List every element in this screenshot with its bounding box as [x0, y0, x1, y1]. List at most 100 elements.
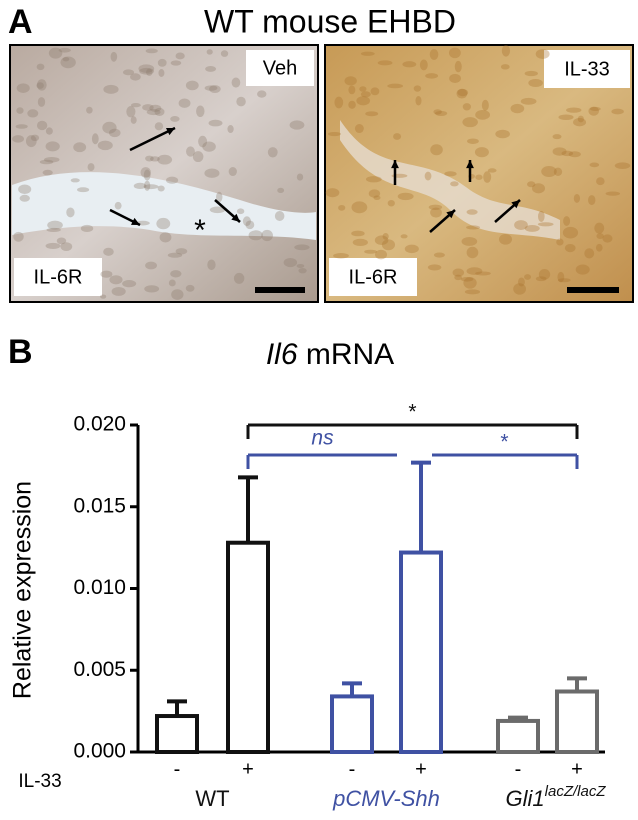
y-tick-label: 0.015	[73, 494, 126, 517]
cell	[557, 271, 565, 283]
cell	[294, 244, 310, 251]
cell	[202, 141, 216, 152]
cell	[73, 142, 87, 153]
cell	[170, 115, 180, 122]
cell	[133, 182, 147, 190]
arrow	[129, 126, 176, 152]
cell	[111, 286, 126, 296]
cell	[338, 204, 346, 211]
cell	[360, 91, 371, 98]
cell	[537, 222, 554, 227]
cell	[524, 225, 540, 232]
cell	[139, 67, 155, 75]
cell	[393, 133, 402, 140]
cell	[144, 285, 160, 293]
cell	[354, 124, 364, 134]
cell	[283, 257, 298, 268]
cell	[333, 253, 349, 259]
cell	[428, 204, 443, 210]
cell	[365, 176, 382, 183]
cell	[208, 119, 223, 127]
cell	[18, 184, 32, 195]
cell	[45, 242, 61, 249]
cell	[475, 110, 491, 120]
arrow-head	[231, 213, 240, 222]
cell	[36, 120, 48, 131]
arrow-head	[131, 217, 140, 225]
cell	[444, 171, 457, 177]
condition-label: Veh	[263, 57, 297, 79]
cell	[387, 83, 404, 89]
cell	[552, 134, 562, 140]
cell	[456, 88, 468, 99]
stain-label: IL-6R	[34, 266, 83, 288]
cell	[433, 109, 442, 115]
cell	[577, 115, 584, 123]
cell	[156, 217, 171, 230]
cell	[402, 61, 417, 68]
cell	[602, 234, 613, 243]
group-label: pCMV-Shh	[332, 786, 440, 811]
cell	[143, 169, 151, 181]
cell	[175, 52, 185, 60]
cell	[429, 49, 439, 60]
cell	[325, 188, 340, 198]
significance-label: ns	[311, 427, 334, 450]
cell	[566, 107, 582, 113]
cell	[557, 278, 571, 283]
x-tick-label: -	[515, 758, 522, 780]
cell	[377, 60, 393, 66]
cell	[370, 87, 380, 96]
cell	[36, 82, 44, 89]
x-tick-label: -	[349, 758, 356, 780]
cell	[36, 79, 47, 91]
cell	[419, 59, 428, 71]
cell	[464, 289, 481, 295]
cell	[327, 131, 341, 137]
micrographs: Veh IL-6R IL-33 IL-6R *	[9, 44, 634, 303]
cell	[573, 193, 581, 203]
cell	[498, 233, 513, 245]
cell	[524, 70, 538, 77]
cell	[381, 239, 396, 251]
x-tick-label: +	[571, 758, 583, 780]
cell	[245, 220, 255, 230]
x-row-label: IL-33	[18, 771, 61, 792]
cell	[157, 185, 165, 192]
cell	[146, 109, 161, 116]
cell	[427, 264, 442, 271]
cell	[126, 105, 136, 118]
cell	[143, 184, 159, 190]
cell	[145, 155, 154, 162]
cell	[158, 69, 165, 77]
cell	[140, 167, 151, 178]
cell	[198, 135, 208, 148]
cell	[58, 47, 71, 53]
cell	[100, 270, 113, 278]
cell	[584, 248, 595, 259]
cell	[520, 97, 537, 105]
cell	[457, 88, 469, 97]
cell	[344, 76, 357, 86]
lumen	[12, 172, 316, 240]
cell	[430, 207, 442, 218]
cell	[595, 243, 603, 252]
cell	[614, 162, 631, 169]
cell	[495, 129, 510, 139]
cell	[154, 107, 165, 116]
cell	[205, 65, 217, 72]
cell	[130, 73, 141, 81]
cell	[170, 60, 182, 66]
cell	[568, 151, 581, 158]
arrow-head	[446, 210, 455, 219]
cell	[397, 192, 414, 201]
cell	[454, 274, 462, 281]
cell	[373, 195, 381, 201]
bar	[330, 694, 374, 754]
cell	[45, 127, 53, 135]
y-axis-label: Relative expression	[9, 481, 37, 699]
cell	[588, 195, 596, 206]
cell	[60, 56, 76, 69]
cell	[103, 84, 119, 94]
cell	[168, 279, 176, 287]
